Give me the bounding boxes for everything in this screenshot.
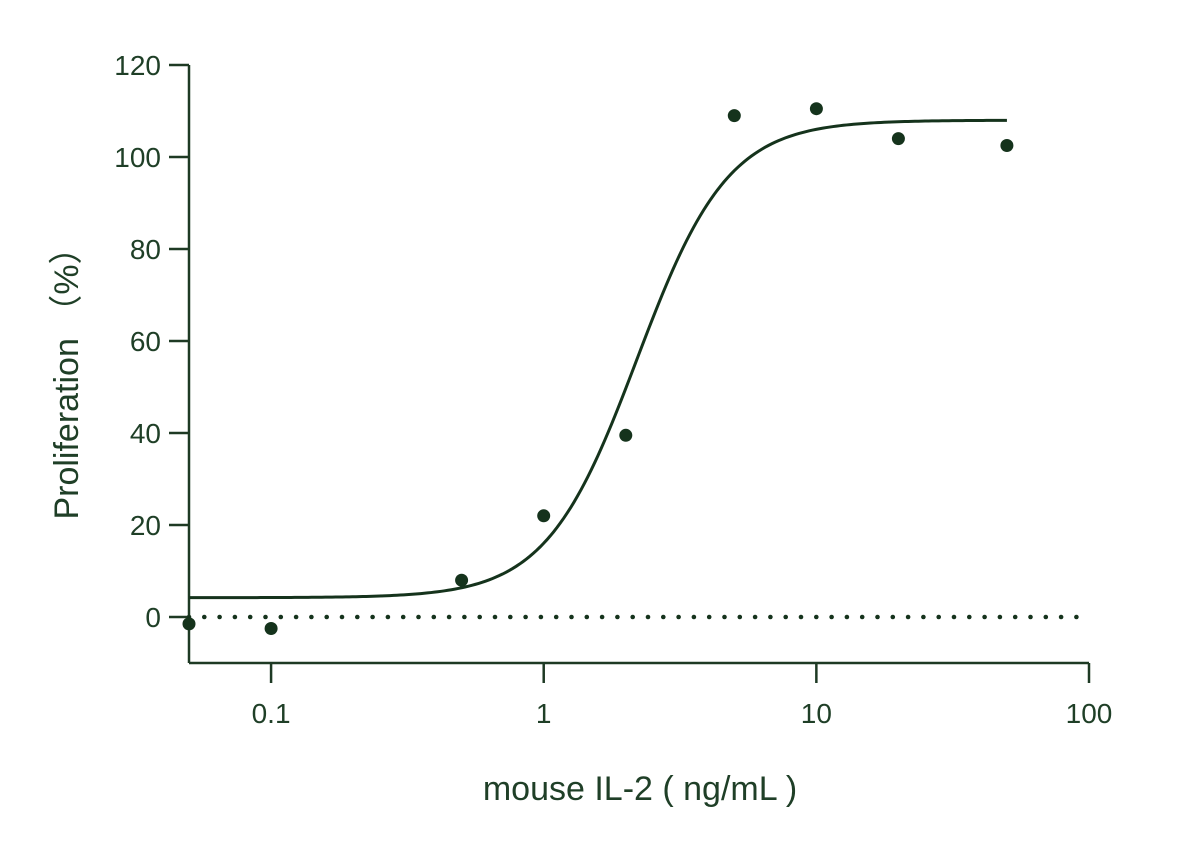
data-point xyxy=(619,428,633,442)
baseline-dot xyxy=(706,614,712,620)
baseline-dot xyxy=(798,614,804,620)
x-tick-label: 1 xyxy=(536,698,552,729)
baseline-dot xyxy=(844,614,850,620)
baseline-dot xyxy=(1074,614,1079,620)
baseline-dot xyxy=(859,614,865,620)
baseline-dot xyxy=(400,614,406,620)
baseline-dot xyxy=(936,614,941,620)
baseline-dot xyxy=(523,614,528,620)
y-tick-label: 40 xyxy=(130,418,161,449)
baseline-dot xyxy=(599,614,605,620)
data-point xyxy=(182,617,196,631)
baseline-dot xyxy=(553,614,559,620)
x-ticks: 0.1 1 10 100 xyxy=(252,663,1113,729)
baseline-dot xyxy=(645,614,651,620)
baseline-dot xyxy=(508,614,513,620)
baseline-dot xyxy=(355,614,360,620)
y-tick-label: 120 xyxy=(114,50,161,81)
baseline-dot xyxy=(202,614,207,620)
baseline-dot xyxy=(385,614,391,620)
baseline-dot xyxy=(309,614,314,620)
baseline-dot xyxy=(247,614,253,620)
y-axis-title: Proliferation （%） xyxy=(48,230,86,519)
baseline-dot xyxy=(905,614,911,620)
x-tick-label: 10 xyxy=(801,698,832,729)
y-ticks: 0 20 40 60 80 100 120 xyxy=(114,50,189,633)
y-tick-label: 80 xyxy=(130,234,161,265)
baseline-dot xyxy=(630,614,635,620)
fit-curve xyxy=(189,118,1007,600)
data-point xyxy=(537,509,551,523)
baseline-dot xyxy=(538,614,544,620)
baseline-dot xyxy=(951,614,957,620)
baseline-dot xyxy=(492,614,498,620)
baseline-dot xyxy=(278,614,284,620)
baseline-dot xyxy=(890,614,896,620)
data-point xyxy=(264,622,278,635)
data-point xyxy=(727,109,741,123)
baseline-dot xyxy=(875,614,880,620)
x-tick-label: 0.1 xyxy=(252,698,291,729)
data-point xyxy=(1000,139,1014,152)
axes xyxy=(187,65,1089,665)
baseline-dot xyxy=(431,614,437,620)
zero-baseline-dotted xyxy=(186,614,1079,620)
baseline-dot xyxy=(217,614,222,620)
baseline-dot xyxy=(1058,614,1064,620)
data-point xyxy=(809,102,823,116)
baseline-dot xyxy=(615,614,620,620)
x-tick-label: 100 xyxy=(1066,698,1113,729)
baseline-dot xyxy=(1012,614,1018,620)
y-tick-label: 100 xyxy=(114,142,161,173)
baseline-dot xyxy=(477,614,483,620)
baseline-dot xyxy=(232,614,238,620)
data-point xyxy=(891,132,905,146)
baseline-dot xyxy=(1028,614,1033,620)
baseline-dot xyxy=(661,614,666,620)
data-point xyxy=(455,573,469,587)
baseline-dot xyxy=(263,614,268,620)
baseline-dot xyxy=(446,614,452,620)
baseline-dot xyxy=(370,614,375,620)
y-tick-label: 60 xyxy=(130,326,161,357)
baseline-dot xyxy=(752,614,758,620)
baseline-dot xyxy=(737,614,743,620)
baseline-dot xyxy=(691,614,697,620)
baseline-dot xyxy=(676,614,681,620)
baseline-dot xyxy=(814,614,819,620)
baseline-dot xyxy=(967,614,972,620)
baseline-dot xyxy=(829,614,834,620)
baseline-dot xyxy=(569,614,574,620)
baseline-dot xyxy=(1043,614,1049,620)
y-tick-label: 20 xyxy=(130,510,161,541)
data-points xyxy=(182,102,1014,635)
baseline-dot xyxy=(921,614,926,620)
baseline-dot xyxy=(768,614,773,620)
baseline-dot xyxy=(722,614,727,620)
baseline-dot xyxy=(982,614,987,620)
baseline-dot xyxy=(584,614,590,620)
baseline-dot xyxy=(783,614,788,620)
baseline-dot xyxy=(339,614,345,620)
baseline-dot xyxy=(997,614,1003,620)
x-axis-title: mouse IL-2 ( ng/mL ) xyxy=(483,770,797,808)
baseline-dot xyxy=(293,614,299,620)
baseline-dot xyxy=(462,614,467,620)
baseline-dot xyxy=(416,614,421,620)
y-tick-label: 0 xyxy=(145,602,161,633)
baseline-dot xyxy=(324,614,330,620)
